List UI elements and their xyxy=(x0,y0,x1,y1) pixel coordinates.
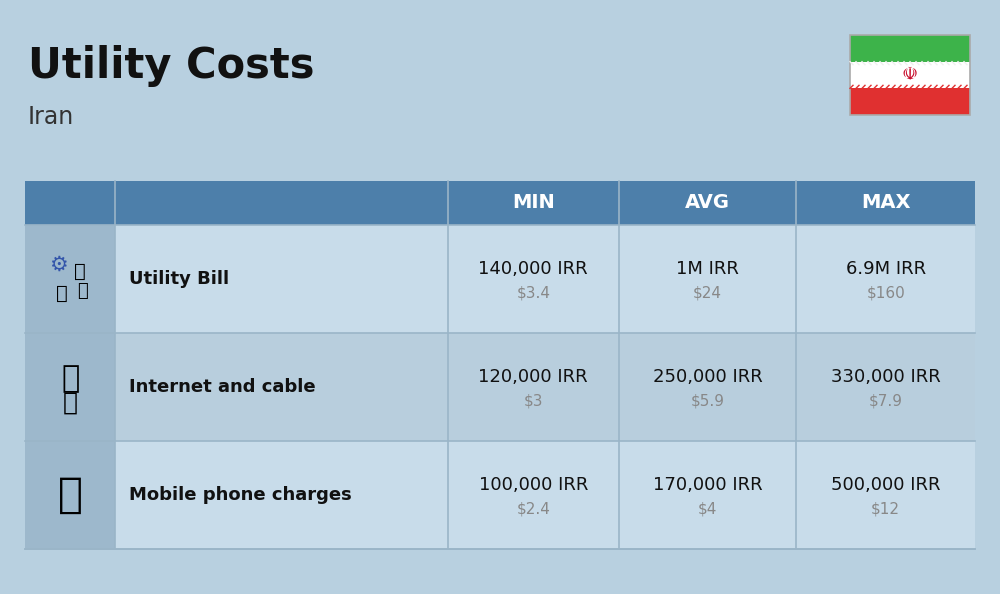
Text: Utility Bill: Utility Bill xyxy=(129,270,229,288)
Text: 📶: 📶 xyxy=(61,365,79,393)
Text: $3: $3 xyxy=(524,393,543,409)
Text: 🔌: 🔌 xyxy=(56,283,68,302)
Bar xyxy=(619,181,796,225)
Bar xyxy=(115,333,975,441)
Bar xyxy=(115,441,975,549)
Text: $4: $4 xyxy=(698,501,717,517)
Text: $7.9: $7.9 xyxy=(869,393,903,409)
Text: 250,000 IRR: 250,000 IRR xyxy=(653,368,762,386)
Bar xyxy=(850,62,970,89)
Text: MAX: MAX xyxy=(861,194,910,213)
Text: 500,000 IRR: 500,000 IRR xyxy=(831,476,940,494)
Text: 📱: 📱 xyxy=(58,474,83,516)
Text: $12: $12 xyxy=(871,501,900,517)
Text: $160: $160 xyxy=(866,286,905,301)
Text: Iran: Iran xyxy=(28,105,74,129)
Text: $3.4: $3.4 xyxy=(516,286,550,301)
Text: MIN: MIN xyxy=(512,194,555,213)
Text: 💡: 💡 xyxy=(74,261,86,280)
Text: ⚙: ⚙ xyxy=(49,255,68,275)
Text: $2.4: $2.4 xyxy=(516,501,550,517)
Text: 170,000 IRR: 170,000 IRR xyxy=(653,476,762,494)
Bar xyxy=(25,441,115,549)
Text: 100,000 IRR: 100,000 IRR xyxy=(479,476,588,494)
Text: Internet and cable: Internet and cable xyxy=(129,378,316,396)
Text: $24: $24 xyxy=(693,286,722,301)
Text: 120,000 IRR: 120,000 IRR xyxy=(478,368,588,386)
Bar xyxy=(25,225,115,333)
Bar xyxy=(796,181,975,225)
Bar xyxy=(25,333,115,441)
Bar xyxy=(115,181,448,225)
Text: 140,000 IRR: 140,000 IRR xyxy=(478,260,588,278)
Text: $5.9: $5.9 xyxy=(691,393,725,409)
Text: ☫: ☫ xyxy=(902,66,918,84)
Text: 1M IRR: 1M IRR xyxy=(676,260,739,278)
Text: 💧: 💧 xyxy=(77,282,88,300)
Bar xyxy=(850,89,970,115)
Text: 6.9M IRR: 6.9M IRR xyxy=(846,260,926,278)
Text: AVG: AVG xyxy=(685,194,730,213)
Bar xyxy=(115,225,975,333)
Bar xyxy=(850,35,970,115)
Bar xyxy=(850,35,970,62)
Text: 🖨: 🖨 xyxy=(63,391,78,415)
Bar xyxy=(25,181,115,225)
Text: 330,000 IRR: 330,000 IRR xyxy=(831,368,941,386)
Text: Mobile phone charges: Mobile phone charges xyxy=(129,486,352,504)
Text: Utility Costs: Utility Costs xyxy=(28,45,314,87)
Bar xyxy=(448,181,619,225)
